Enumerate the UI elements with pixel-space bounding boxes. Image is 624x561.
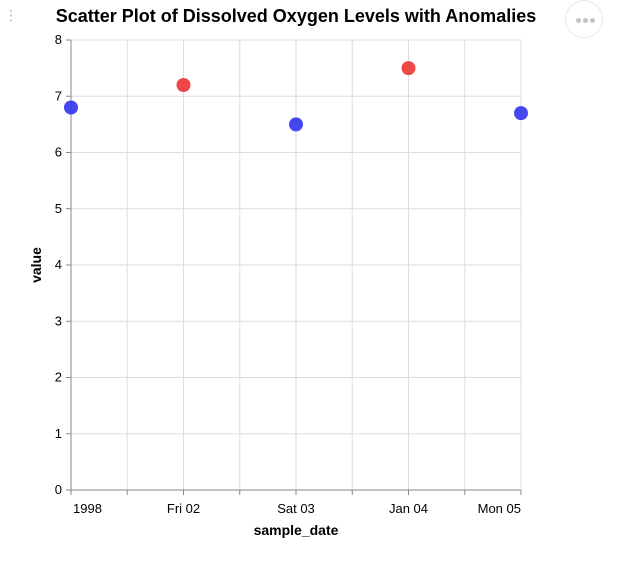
axes: 0 1 2 3 4 5 6 7 8 1998 Fri 02 Sat 03 Jan 04 Mon 05 [55, 32, 522, 516]
y-tick-label: 8 [55, 32, 62, 47]
data-point [514, 106, 528, 121]
y-tick-label: 3 [55, 313, 62, 328]
x-tick-label: Sat 03 [277, 501, 315, 516]
anomaly-point [401, 61, 416, 76]
y-tick-label: 2 [55, 370, 62, 385]
y-tick-label: 1 [55, 426, 62, 441]
y-tick-label: 0 [55, 482, 62, 497]
chart-title: Scatter Plot of Dissolved Oxygen Levels … [56, 6, 536, 26]
data-point [289, 117, 303, 132]
y-axis-title: value [28, 247, 44, 283]
y-tick-label: 4 [55, 257, 62, 272]
y-tick-label: 5 [55, 201, 62, 216]
more-dot-icon [576, 18, 581, 23]
x-tick-label: Mon 05 [478, 501, 521, 516]
y-tick-label: 7 [55, 88, 62, 103]
x-tick-label: 1998 [73, 501, 102, 516]
anomaly-point [176, 78, 191, 92]
x-tick-label: Jan 04 [389, 501, 428, 516]
grid [70, 39, 522, 491]
more-dot-icon [590, 18, 595, 23]
data-point [64, 100, 78, 115]
data-points [64, 61, 528, 132]
y-tick-label: 6 [55, 145, 62, 160]
x-axis-title: sample_date [254, 522, 339, 538]
more-actions-button[interactable] [565, 0, 603, 38]
more-dot-icon [583, 18, 588, 23]
x-tick-label: Fri 02 [167, 501, 200, 516]
